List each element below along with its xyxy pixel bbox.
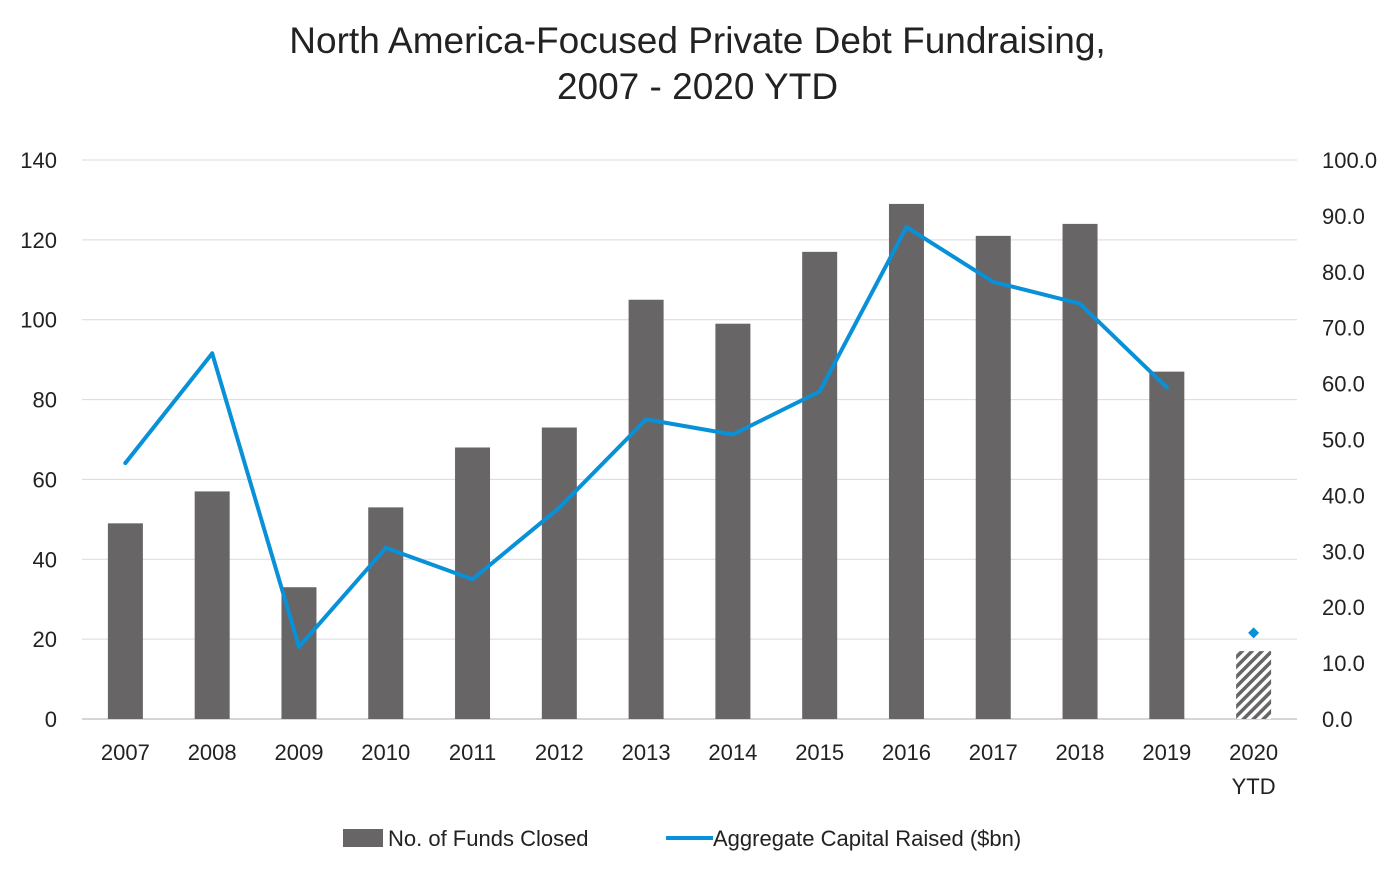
bar-funds-closed [975,235,1011,719]
bar-funds-closed [107,523,143,719]
bar-funds-closed [455,447,491,719]
bar-funds-closed [1062,223,1098,719]
bar-funds-closed [802,251,838,720]
legend-label-capital: Aggregate Capital Raised ($bn) [713,826,1021,851]
left-axis-ticks: 0 20 40 60 80 100 120 140 [20,148,57,732]
chart-title: North America-Focused Private Debt Fundr… [0,18,1395,110]
x-axis-tick-label: 2014 [708,740,757,765]
x-axis-tick-label: 2017 [969,740,1018,765]
right-axis-tick-label: 50.0 [1322,428,1365,453]
right-axis-ticks: 0.0 10.0 20.0 30.0 40.0 50.0 60.0 70.0 80.0 90.0 1… [1322,148,1377,732]
right-axis-tick-label: 30.0 [1322,539,1365,564]
legend: No. of Funds Closed Aggregate Capital Ra… [343,826,1021,851]
right-axis-tick-label: 80.0 [1322,260,1365,285]
line-point-capital-raised [383,545,388,550]
line-point-capital-raised [296,644,301,649]
x-axis-tick-label: 2018 [1056,740,1105,765]
bar-series [107,203,1272,720]
right-axis-tick-label: 90.0 [1322,204,1365,229]
x-axis-tick-label: 2012 [535,740,584,765]
chart-title-line-1: North America-Focused Private Debt Fundr… [289,20,1106,61]
right-axis-tick-label: 100.0 [1322,148,1377,173]
bar-funds-closed [888,203,924,719]
right-axis-tick-label: 40.0 [1322,483,1365,508]
left-axis-tick-label: 40 [33,547,57,572]
line-point-capital-raised [991,279,996,284]
left-axis-tick-label: 120 [20,228,57,253]
line-point-capital-raised [470,577,475,582]
marker-capital-raised-ytd [1248,627,1260,639]
x-axis-tick-label: 2011 [449,740,496,765]
bar-funds-closed [1149,371,1185,719]
x-axis-tick-label: 2020 YTD [1229,740,1278,799]
bar-funds-closed [628,299,664,719]
bar-funds-closed [541,427,577,719]
chart-title-line-2: 2007 - 2020 YTD [556,66,839,107]
right-axis-tick-label: 70.0 [1322,316,1365,341]
right-axis-tick-label: 20.0 [1322,595,1365,620]
line-point-capital-raised [557,505,562,510]
gridlines [82,159,1297,720]
x-axis-tick-label: 2015 [795,740,844,765]
bar-funds-closed [368,507,404,719]
line-series [123,225,1260,649]
left-axis-tick-label: 0 [45,707,57,732]
line-point-capital-raised [1164,385,1169,390]
bar-funds-closed [715,323,751,719]
x-axis-tick-label: 2019 [1142,740,1191,765]
left-axis-tick-label: 60 [33,467,57,492]
left-axis-tick-label: 80 [33,388,57,413]
line-point-capital-raised [730,432,735,437]
x-axis-tick-label: 2008 [188,740,237,765]
line-point-capital-raised [904,225,909,230]
x-axis-tick-label: 2009 [274,740,323,765]
x-axis-tick-label: 2007 [101,740,150,765]
bar-funds-closed-ytd [1236,651,1272,719]
line-point-capital-raised [210,351,215,356]
legend-label-funds: No. of Funds Closed [388,826,589,851]
right-axis-tick-label: 0.0 [1322,707,1353,732]
line-point-capital-raised [1078,301,1083,306]
x-axis-tick-label: 2010 [361,740,410,765]
left-axis-tick-label: 100 [20,308,57,333]
line-point-capital-raised [817,389,822,394]
line-point-capital-raised [644,417,649,422]
right-axis-tick-label: 60.0 [1322,372,1365,397]
legend-swatch-funds [343,829,383,847]
left-axis-tick-label: 20 [33,627,57,652]
right-axis-tick-label: 10.0 [1322,651,1365,676]
line-point-capital-raised [123,460,128,465]
bar-funds-closed [194,491,230,719]
x-axis-tick-label: 2013 [622,740,671,765]
x-axis-ticks: 2007 2008 2009 2010 2011 2012 2013 2014 2015 2016… [101,740,1278,799]
left-axis-tick-label: 140 [20,148,57,173]
x-axis-tick-label: 2016 [882,740,931,765]
